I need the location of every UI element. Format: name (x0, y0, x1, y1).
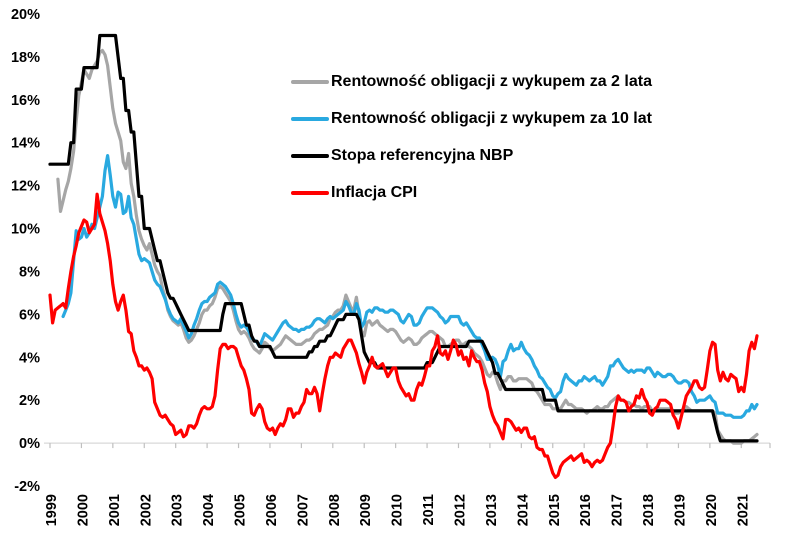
x-axis-label: 2000 (75, 494, 91, 526)
x-axis-label: 2007 (295, 494, 311, 526)
y-axis-label: 12% (11, 179, 40, 195)
y-axis-label: 2% (19, 393, 40, 409)
y-axis-label: 20% (11, 7, 40, 23)
y-axis-label: -2% (14, 479, 40, 495)
x-axis-label: 2001 (107, 494, 123, 526)
y-axis-label: 18% (11, 50, 40, 66)
legend-item-bond-10y: Rentowność obligacji z wykupem za 10 lat (291, 108, 652, 130)
x-axis-label: 2012 (452, 494, 468, 526)
x-axis-label: 2002 (138, 494, 154, 526)
x-axis-label: 2015 (547, 494, 563, 526)
x-axis-label: 2016 (578, 494, 594, 526)
y-axis-label: 0% (19, 436, 40, 452)
x-axis-label: 2006 (264, 494, 280, 526)
y-axis-label: 8% (19, 264, 40, 280)
y-axis-label: 4% (19, 350, 40, 366)
series-line-nbp-reference-rate (48, 33, 759, 443)
legend-item-nbp-rate: Stopa referencyjna NBP (291, 145, 652, 167)
series-line-cpi-inflation (48, 192, 759, 479)
x-axis-label: 2004 (201, 494, 217, 526)
x-axis-label: 2019 (672, 494, 688, 526)
x-axis-label: 2018 (641, 494, 657, 526)
series-line-bond-10y (61, 154, 759, 419)
legend-label-cpi: Inflacja CPI (331, 184, 418, 201)
y-axis-label: 6% (19, 307, 40, 323)
legend-item-cpi: Inflacja CPI (291, 182, 652, 204)
x-axis-label: 1999 (44, 494, 60, 526)
x-axis-label: 2020 (704, 494, 720, 526)
x-axis-label: 2010 (390, 494, 406, 526)
x-axis-label: 2011 (421, 494, 437, 525)
y-axis-label: 10% (11, 222, 40, 238)
y-axis-label: 16% (11, 93, 40, 109)
x-axis-label: 2003 (170, 494, 186, 526)
legend-line-swatch-bond-10y (291, 117, 329, 121)
legend-line-swatch-bond-2y (291, 80, 329, 84)
series-line-bond-2y (56, 48, 759, 445)
x-axis-label: 2017 (610, 494, 626, 526)
x-axis-label: 2021 (735, 494, 751, 526)
legend-line-swatch-nbp-rate (291, 154, 329, 158)
legend-label-bond-2y: Rentowność obligacji z wykupem za 2 lata (331, 73, 652, 90)
legend-label-nbp-rate: Stopa referencyjna NBP (331, 147, 514, 164)
x-axis-label: 2014 (515, 494, 531, 526)
legend-item-bond-2y: Rentowność obligacji z wykupem za 2 lata (291, 71, 652, 93)
chart-legend: Rentowność obligacji z wykupem za 2 lata… (291, 71, 652, 219)
x-axis-label: 2009 (358, 494, 374, 526)
legend-label-bond-10y: Rentowność obligacji z wykupem za 10 lat (331, 110, 652, 127)
x-axis-label: 2013 (484, 494, 500, 526)
x-axis-label: 2005 (233, 494, 249, 526)
y-axis-label: 14% (11, 136, 40, 152)
legend-line-swatch-cpi (291, 191, 329, 195)
x-axis-label: 2008 (327, 494, 343, 526)
